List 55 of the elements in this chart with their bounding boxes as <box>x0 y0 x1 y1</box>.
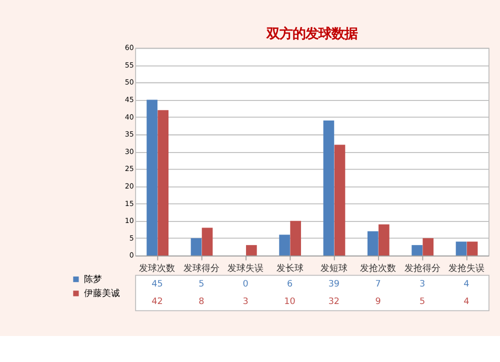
bar <box>456 242 467 256</box>
data-label: 7 <box>375 279 381 290</box>
bar <box>290 220 302 256</box>
data-label: 45 <box>152 279 163 290</box>
data-label: 39 <box>328 279 340 290</box>
y-tick-label: 20 <box>124 181 134 190</box>
data-label: 8 <box>198 297 205 308</box>
data-label: 5 <box>419 297 426 308</box>
bar <box>158 110 169 256</box>
data-label: 6 <box>286 279 293 290</box>
x-tick-label: 发球次数 <box>139 262 176 274</box>
chart-title: 双方的发球数据 <box>265 26 358 42</box>
y-tick-label: 35 <box>124 130 134 139</box>
data-label: 32 <box>328 297 340 308</box>
x-tick-label: 发抢失误 <box>448 262 484 274</box>
bar <box>246 245 257 256</box>
y-tick-label: 5 <box>129 233 134 242</box>
y-tick-label: 40 <box>124 112 134 122</box>
bar <box>367 231 378 256</box>
y-tick-label: 60 <box>124 43 134 52</box>
bar <box>323 120 334 256</box>
y-tick-label: 0 <box>129 250 134 260</box>
bar <box>466 242 478 256</box>
data-label: 3 <box>419 279 426 290</box>
x-tick-label: 发短球 <box>320 262 348 274</box>
y-tick-label: 45 <box>124 94 134 104</box>
y-tick-label: 25 <box>124 164 134 174</box>
x-tick-label: 发抢次数 <box>360 262 396 274</box>
bar <box>378 224 390 256</box>
x-tick-label: 发抢得分 <box>404 262 440 274</box>
bar <box>422 238 434 256</box>
x-tick-label: 发球失误 <box>228 262 264 274</box>
y-tick-label: 30 <box>124 146 134 156</box>
y-tick-label: 55 <box>124 60 134 70</box>
legend-label: 陈梦 <box>84 274 102 285</box>
data-label: 9 <box>375 297 381 308</box>
y-tick-label: 10 <box>124 216 134 226</box>
bar <box>146 100 158 256</box>
data-label: 42 <box>152 297 163 308</box>
legend-label: 伊藤美诚 <box>84 288 120 300</box>
bar <box>412 245 422 256</box>
y-tick-label: 50 <box>124 78 134 87</box>
data-label: 4 <box>464 297 470 308</box>
data-label: 4 <box>464 279 470 290</box>
data-label: 3 <box>242 297 248 308</box>
bar <box>334 144 346 256</box>
x-tick-label: 发球得分 <box>183 262 220 274</box>
bar <box>202 228 213 256</box>
data-label: 10 <box>284 297 296 308</box>
data-label: 5 <box>198 279 204 290</box>
bar <box>279 234 290 256</box>
y-tick-label: 15 <box>124 198 134 208</box>
bar <box>190 238 202 256</box>
x-tick-label: 发长球 <box>276 262 304 274</box>
data-label: 0 <box>242 279 249 290</box>
